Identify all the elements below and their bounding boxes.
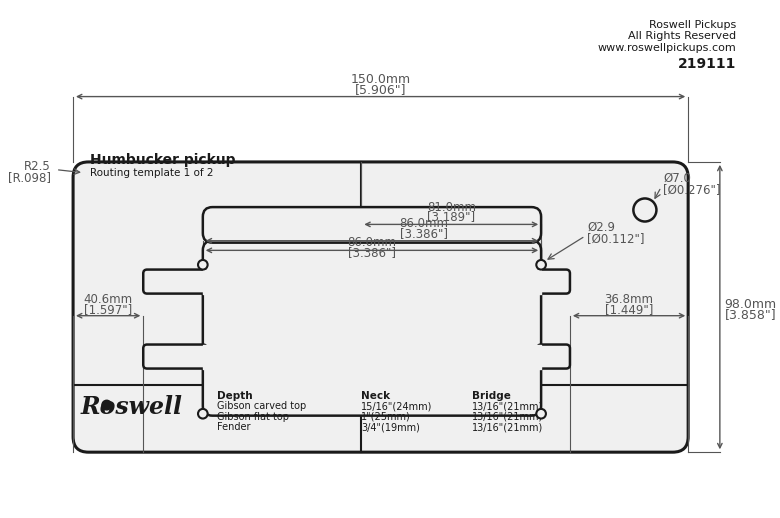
Text: 40.6mm: 40.6mm — [83, 293, 133, 306]
Text: www.roswellpickups.com: www.roswellpickups.com — [597, 43, 736, 53]
Text: [1.449"]: [1.449"] — [604, 303, 653, 315]
Text: [Ø0.112"]: [Ø0.112"] — [587, 232, 645, 244]
Text: [5.906"]: [5.906"] — [355, 83, 406, 96]
Text: [3.386"]: [3.386"] — [400, 227, 448, 240]
Circle shape — [537, 260, 546, 269]
FancyBboxPatch shape — [203, 241, 541, 415]
Text: Bridge: Bridge — [472, 391, 511, 400]
Text: Humbucker pickup: Humbucker pickup — [90, 153, 236, 167]
Circle shape — [537, 409, 546, 419]
Text: 36.8mm: 36.8mm — [604, 293, 654, 306]
Text: [3.386"]: [3.386"] — [348, 246, 396, 259]
FancyBboxPatch shape — [203, 207, 541, 242]
FancyBboxPatch shape — [537, 269, 570, 294]
Text: [3.189"]: [3.189"] — [427, 210, 475, 223]
Text: 150.0mm: 150.0mm — [350, 73, 411, 86]
Text: Roswell Pickups: Roswell Pickups — [649, 20, 736, 30]
Circle shape — [198, 409, 207, 419]
Text: 15/16"(24mm): 15/16"(24mm) — [361, 401, 433, 411]
Text: 3/4"(19mm): 3/4"(19mm) — [361, 422, 420, 433]
Circle shape — [198, 260, 207, 269]
Text: Depth: Depth — [218, 391, 253, 400]
Text: Roswell: Roswell — [81, 395, 183, 419]
Text: Gibson carved top: Gibson carved top — [218, 401, 307, 411]
Text: [R.098]: [R.098] — [8, 171, 51, 184]
Text: Gibson flat top: Gibson flat top — [218, 412, 289, 422]
Text: All Rights Reserved: All Rights Reserved — [628, 31, 736, 41]
Text: 219111: 219111 — [678, 57, 736, 71]
Text: 13/16"(21mm): 13/16"(21mm) — [472, 401, 543, 411]
Text: Routing template 1 of 2: Routing template 1 of 2 — [90, 168, 214, 178]
Text: Ø7.0: Ø7.0 — [663, 172, 691, 185]
FancyBboxPatch shape — [537, 344, 570, 369]
Text: 98.0mm: 98.0mm — [725, 298, 777, 311]
FancyBboxPatch shape — [73, 162, 688, 452]
Text: [1.597"]: [1.597"] — [84, 303, 133, 315]
Text: 13/16"(21mm): 13/16"(21mm) — [472, 412, 543, 422]
Text: Ø2.9: Ø2.9 — [587, 221, 615, 234]
Text: [Ø0.276"]: [Ø0.276"] — [663, 182, 721, 196]
Text: 13/16"(21mm): 13/16"(21mm) — [472, 422, 543, 433]
Text: [3.858"]: [3.858"] — [725, 308, 776, 321]
Text: Neck: Neck — [361, 391, 391, 400]
Text: 81.0mm: 81.0mm — [427, 201, 476, 214]
Text: Fender: Fender — [218, 422, 250, 433]
FancyBboxPatch shape — [144, 344, 207, 369]
Circle shape — [102, 400, 112, 410]
Circle shape — [633, 198, 657, 222]
Text: 86.0mm: 86.0mm — [347, 236, 396, 249]
Text: R2.5: R2.5 — [24, 160, 51, 173]
Text: 86.0mm: 86.0mm — [399, 217, 448, 230]
Text: 1"(25mm): 1"(25mm) — [361, 412, 411, 422]
FancyBboxPatch shape — [144, 269, 207, 294]
